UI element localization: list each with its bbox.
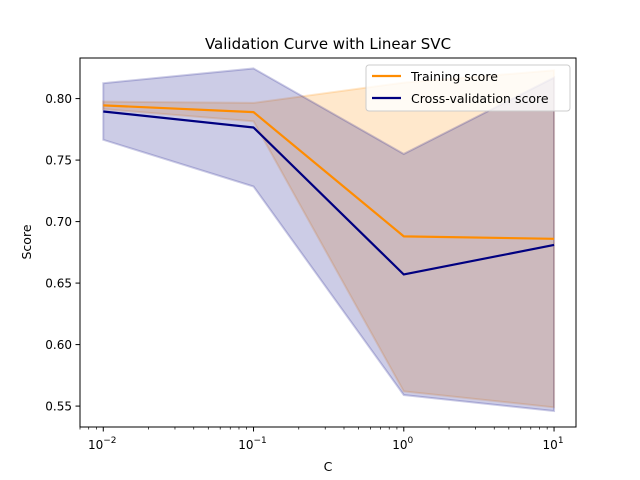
legend-label-training: Training score <box>410 69 498 84</box>
x-axis-label: C <box>324 459 333 474</box>
chart-title: Validation Curve with Linear SVC <box>205 35 451 53</box>
y-tick-label: 0.65 <box>45 277 72 291</box>
legend-box <box>365 64 571 112</box>
plot-frame <box>79 57 577 428</box>
training-score-band <box>102 69 556 409</box>
confidence-bands <box>102 67 556 413</box>
y-tick-label: 0.80 <box>45 92 72 106</box>
y-tick-label: 0.55 <box>45 400 72 414</box>
score-lines <box>103 104 555 276</box>
cross-validation-line <box>103 110 555 276</box>
y-tick-label: 0.60 <box>45 338 72 352</box>
y-tick-label: 0.75 <box>45 154 72 168</box>
legend: Training score Cross-validation score <box>365 64 571 112</box>
y-axis-label: Score <box>19 224 34 259</box>
legend-label-cross-validation: Cross-validation score <box>411 91 549 106</box>
y-tick-label: 0.70 <box>45 215 72 229</box>
cross-validation-band <box>102 67 556 413</box>
training-score-line <box>103 104 555 240</box>
y-axis-ticks: 0.55 0.60 0.65 0.70 0.75 0.80 <box>45 92 80 414</box>
